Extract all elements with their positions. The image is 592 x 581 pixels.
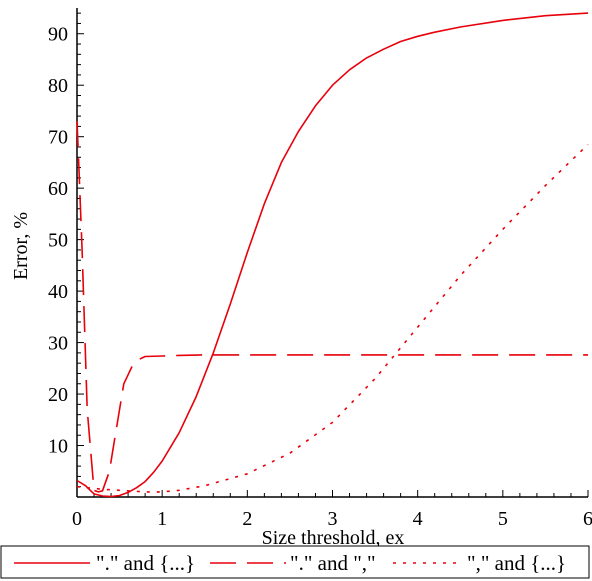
series-line-0 xyxy=(76,12,589,498)
y-tick-label: 90 xyxy=(48,24,68,46)
y-tick-label: 70 xyxy=(48,127,68,149)
y-tick-label: 40 xyxy=(48,281,68,303)
x-tick-label: 0 xyxy=(72,508,82,530)
series-line-2 xyxy=(76,143,589,493)
y-tick-label: 50 xyxy=(48,230,68,252)
x-tick-label: 1 xyxy=(157,508,167,530)
tick-labels: 0 1 2 3 4 5 6 10 20 30 40 50 60 70 80 90 xyxy=(48,24,592,530)
x-tick-label: 2 xyxy=(242,508,252,530)
y-axis-title: Error, % xyxy=(10,212,32,280)
y-tick-label: 60 xyxy=(48,178,68,200)
legend-frame xyxy=(0,545,590,579)
legend-label-0: "." and {...} xyxy=(96,551,195,575)
x-axis-title: Size threshold, ex xyxy=(262,527,405,549)
axes xyxy=(76,8,588,498)
legend: "." and {...} "." and "," "," and {...} xyxy=(0,545,590,579)
legend-label-1: "." and "," xyxy=(290,551,376,575)
y-tick-label: 30 xyxy=(48,333,68,355)
y-tick-label: 10 xyxy=(48,436,68,458)
y-tick-label: 80 xyxy=(48,75,68,97)
x-tick-label: 5 xyxy=(498,508,508,530)
x-tick-label: 4 xyxy=(413,508,423,530)
series-line-1 xyxy=(76,121,588,493)
legend-label-2: "," and {...} xyxy=(467,551,566,575)
x-tick-label: 6 xyxy=(583,508,592,530)
axis-ticks xyxy=(76,12,589,497)
y-tick-label: 20 xyxy=(48,384,68,406)
x-tick-label: 3 xyxy=(328,508,338,530)
data-series xyxy=(76,12,589,498)
